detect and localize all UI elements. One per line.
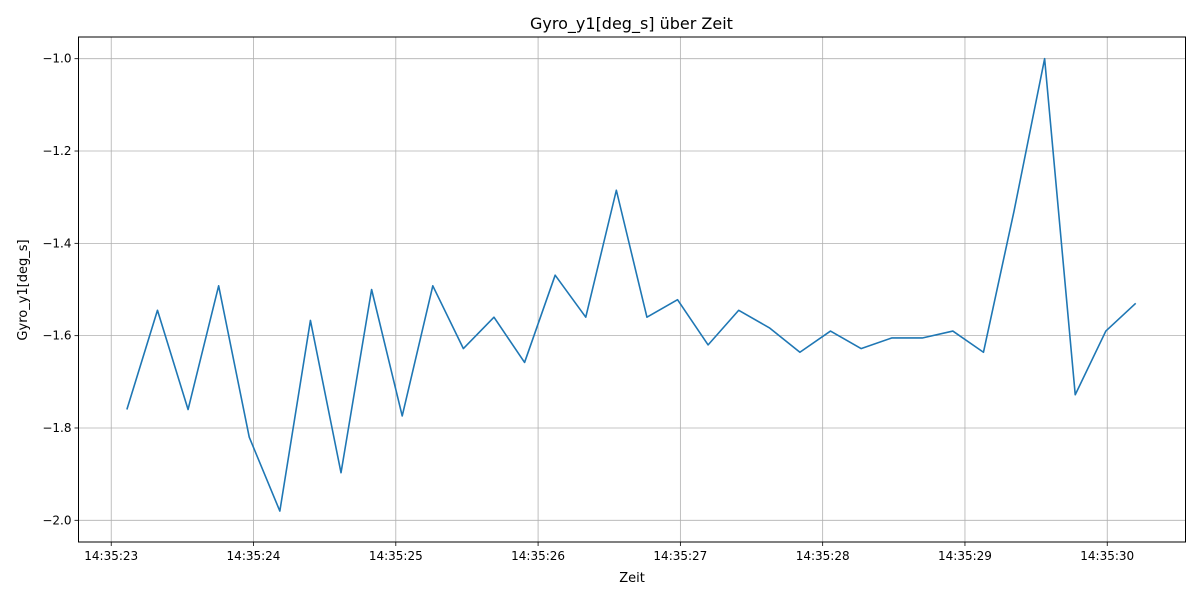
y-tick-label: −1.8 xyxy=(42,421,71,435)
x-tick-label: 14:35:25 xyxy=(369,549,423,563)
plot-frame xyxy=(78,36,1186,543)
chart-title: Gyro_y1[deg_s] über Zeit xyxy=(530,14,733,34)
x-tick-label: 14:35:24 xyxy=(227,549,281,563)
plot-area xyxy=(126,57,1137,512)
y-tick-label: −1.0 xyxy=(42,52,71,66)
axis-ticks: 14:35:23 14:35:24 14:35:25 14:35:26 14:35:27… xyxy=(42,52,1134,563)
x-tick-label: 14:35:28 xyxy=(796,549,850,563)
x-tick-label: 14:35:27 xyxy=(653,549,707,563)
x-tick-label: 14:35:29 xyxy=(938,549,992,563)
x-tick-label: 14:35:23 xyxy=(84,549,138,563)
y-tick-label: −2.0 xyxy=(42,513,71,527)
x-axis-label: Zeit xyxy=(619,571,645,586)
x-tick-label: 14:35:26 xyxy=(511,549,565,563)
y-tick-label: −1.6 xyxy=(42,329,71,343)
y-tick-label: −1.4 xyxy=(42,236,71,250)
y-axis-label: Gyro_y1[deg_s] xyxy=(16,239,31,340)
series-line xyxy=(126,57,1137,512)
y-tick-label: −1.2 xyxy=(42,144,71,158)
x-tick-label: 14:35:30 xyxy=(1080,549,1134,563)
grid xyxy=(78,37,1186,542)
